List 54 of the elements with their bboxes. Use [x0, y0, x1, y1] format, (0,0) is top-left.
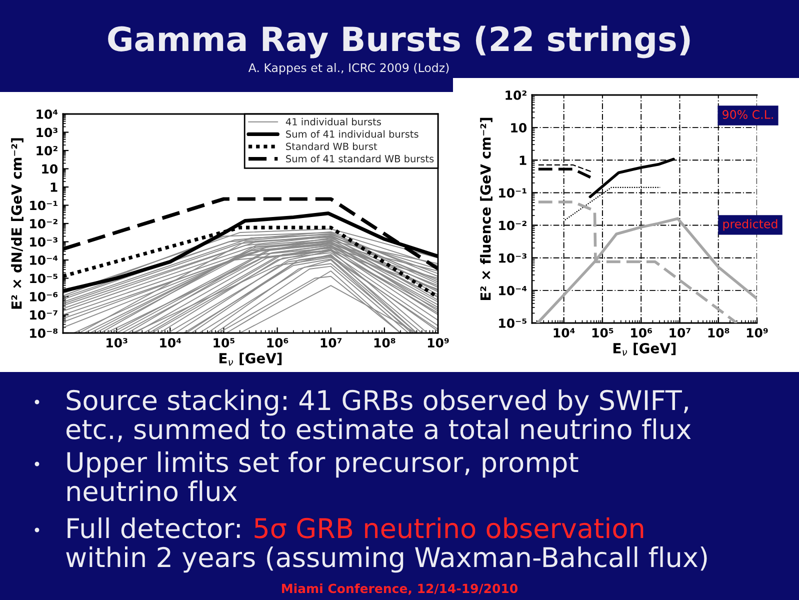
x-tick-label: 10⁴: [554, 328, 575, 338]
y-tick-label: 10²: [506, 90, 526, 100]
y-tick-label: 10⁻⁴: [30, 255, 58, 265]
x-tick-label: 10⁸: [708, 328, 730, 338]
x-axis-title: E$_{ν}$ [GeV]: [219, 352, 282, 366]
y-tick-label: 10: [511, 123, 527, 132]
y-tick-label: 1: [520, 156, 526, 165]
y-tick-label: 10⁻⁶: [30, 292, 58, 302]
legend-label: 41 individual bursts: [286, 118, 381, 126]
text: etc., summed to estimate a total neutrino flux: [66, 418, 691, 442]
x-tick-label: 10⁶: [267, 338, 288, 348]
x-tick-label: 10⁶: [631, 328, 652, 338]
y-tick-label: 10⁻²: [30, 218, 58, 228]
y-tick-label: 10⁻⁵: [499, 318, 526, 328]
x-tick-label: 10⁷: [670, 328, 690, 338]
y-tick-label: 10⁻⁴: [499, 286, 527, 296]
y-axis-title: E² × dN/dE [GeV cm⁻²]: [11, 138, 24, 309]
x-tick-label: 10⁴: [160, 338, 182, 348]
text: Full detector:: [68, 517, 240, 538]
y-tick-label: 10: [42, 164, 58, 174]
source-note: Source stacking: 41 GRBs observed by SWIFT,: [66, 389, 688, 416]
x-tick-label: 10⁹: [746, 328, 768, 338]
x-tick-label: 10⁸: [374, 338, 396, 348]
x-tick-label: 10⁵: [214, 338, 234, 348]
text: A. Kappes et al., ICRC 2009 (Lodz): [248, 63, 449, 74]
y-tick-label: 10⁻²: [499, 220, 526, 230]
y-tick-label: 10⁻³: [499, 253, 526, 263]
y-tick-label: 10⁴: [36, 109, 58, 119]
x-axis-title: E$_{ν}$ [GeV]: [613, 342, 676, 356]
y-tick-label: 10⁻¹: [30, 200, 58, 210]
y-tick-label: 10⁻⁷: [30, 310, 58, 320]
y-tick-label: 1: [50, 182, 58, 192]
y-tick-label: 10⁻⁸: [30, 328, 58, 338]
legend-label: Standard WB burst: [286, 142, 378, 150]
y-axis-title: E² × fluence [GeV cm⁻²]: [480, 118, 492, 300]
text: 5σ GRB neutrino observation: [254, 517, 644, 538]
y-tick-label: 10⁻¹: [499, 188, 526, 198]
text: Upper limits set for precursor, prompt: [67, 451, 578, 478]
x-tick-label: 10³: [106, 338, 128, 348]
annotation: predicted: [723, 219, 778, 231]
x-tick-label: 10⁹: [428, 338, 449, 348]
text: within 2 years (assuming Waxman-Bahcall flux): [66, 546, 707, 573]
y-tick-label: 10²: [36, 146, 58, 156]
text: neutrino flux: [67, 480, 237, 502]
y-tick-label: 10⁻³: [30, 237, 58, 247]
annotation: 90% C.L.: [722, 110, 773, 119]
legend-label: Sum of 41 standard WB bursts: [286, 154, 434, 162]
y-tick-label: 10⁻⁵: [30, 274, 58, 284]
text: Miami Conference, 12/14-19/2010: [282, 584, 518, 595]
x-tick-label: 10⁵: [592, 328, 614, 338]
x-tick-label: 10⁷: [320, 338, 342, 348]
text: Gamma Ray Bursts (22 strings): [108, 26, 690, 58]
legend-label: Sum of 41 individual bursts: [286, 130, 418, 138]
y-tick-label: 10³: [36, 128, 58, 138]
